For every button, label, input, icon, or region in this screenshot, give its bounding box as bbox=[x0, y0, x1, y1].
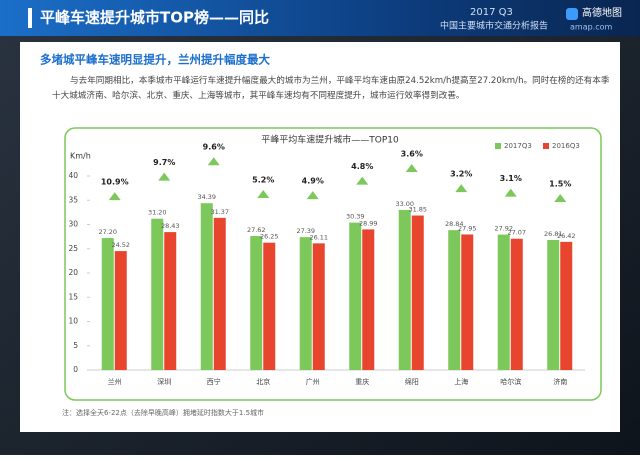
growth-arrow bbox=[356, 176, 369, 185]
value-label: 28.99 bbox=[359, 219, 378, 227]
y-tick-label: 0 bbox=[73, 365, 78, 374]
legend-label: 2017Q3 bbox=[504, 142, 532, 150]
value-label: 27.20 bbox=[98, 228, 117, 236]
x-tick-label: 西宁 bbox=[207, 377, 221, 386]
x-tick-label: 深圳 bbox=[157, 377, 171, 386]
x-tick-label: 绵阳 bbox=[405, 377, 419, 386]
value-label: 30.39 bbox=[346, 213, 365, 221]
growth-arrow bbox=[405, 163, 418, 172]
bar bbox=[213, 217, 226, 370]
paragraph: 与去年同期相比，本季城市平峰运行车速提升幅度最大的城市为兰州，平峰平均车速由原2… bbox=[52, 76, 610, 101]
growth-arrow bbox=[207, 157, 220, 166]
header-bar bbox=[0, 0, 640, 36]
value-label: 31.20 bbox=[148, 209, 167, 217]
y-tick-label: 15 bbox=[68, 292, 78, 301]
headline: 多堵城平峰车速明显提升，兰州提升幅度最大 bbox=[40, 53, 270, 67]
value-label: 27.07 bbox=[507, 229, 526, 237]
value-label: 31.85 bbox=[408, 206, 427, 214]
bar bbox=[263, 242, 276, 370]
growth-label: 5.2% bbox=[252, 176, 274, 185]
growth-label: 9.6% bbox=[203, 143, 225, 152]
note: 注：选择全天6-22点（去除早晚高峰）拥堵延时指数大于1.5城市 bbox=[62, 408, 264, 417]
value-label: 33.00 bbox=[395, 200, 414, 208]
legend-swatch bbox=[495, 143, 501, 149]
y-tick-label: 25 bbox=[68, 244, 78, 253]
bar bbox=[250, 236, 263, 370]
bar bbox=[362, 229, 375, 370]
x-tick-label: 兰州 bbox=[108, 377, 122, 386]
x-tick-label: 上海 bbox=[454, 377, 468, 386]
legend-label: 2016Q3 bbox=[552, 142, 580, 150]
bar bbox=[411, 215, 424, 370]
bar bbox=[398, 209, 411, 370]
report-title: 中国主要城市交通分析报告 bbox=[440, 20, 548, 32]
logo-icon bbox=[566, 8, 578, 20]
growth-arrow bbox=[306, 191, 319, 200]
growth-label: 3.6% bbox=[401, 149, 423, 158]
value-label: 34.39 bbox=[197, 193, 216, 201]
header-marker bbox=[28, 8, 32, 28]
y-tick-label: 30 bbox=[68, 220, 78, 229]
y-axis-label: Km/h bbox=[70, 152, 91, 161]
value-label: 26.25 bbox=[260, 233, 279, 241]
value-label: 28.84 bbox=[445, 220, 464, 228]
bar bbox=[299, 237, 312, 370]
value-label: 27.95 bbox=[458, 224, 477, 232]
bar bbox=[101, 238, 114, 370]
bar bbox=[448, 230, 461, 370]
y-tick-label: 40 bbox=[68, 171, 78, 180]
value-label: 26.42 bbox=[557, 232, 576, 240]
growth-label: 10.9% bbox=[101, 178, 129, 187]
growth-arrow bbox=[504, 188, 517, 197]
period: 2017 Q3 bbox=[470, 7, 513, 18]
bar bbox=[200, 203, 213, 370]
value-label: 31.37 bbox=[210, 208, 229, 216]
growth-arrow bbox=[257, 190, 270, 199]
bar bbox=[497, 234, 510, 370]
growth-label: 3.1% bbox=[500, 174, 522, 183]
x-tick-label: 重庆 bbox=[355, 377, 369, 386]
value-label: 27.39 bbox=[296, 227, 315, 235]
y-tick-label: 20 bbox=[68, 268, 78, 277]
header-title: 平峰车速提升城市TOP榜——同比 bbox=[40, 9, 269, 27]
growth-label: 4.8% bbox=[351, 162, 373, 171]
growth-label: 9.7% bbox=[153, 158, 175, 167]
chart-title: 平峰平均车速提升城市——TOP10 bbox=[261, 134, 399, 146]
growth-arrow bbox=[554, 193, 567, 202]
growth-label: 4.9% bbox=[302, 177, 324, 186]
paragraph-box: 与去年同期相比，本季城市平峰运行车速提升幅度最大的城市为兰州，平峰平均车速由原2… bbox=[52, 76, 610, 101]
value-label: 24.52 bbox=[111, 241, 130, 249]
x-tick-label: 哈尔滨 bbox=[500, 377, 521, 386]
value-label: 27.92 bbox=[494, 225, 513, 233]
y-tick-label: 10 bbox=[68, 317, 78, 326]
site: amap.com bbox=[570, 23, 613, 32]
bar bbox=[560, 241, 573, 370]
bar bbox=[349, 222, 362, 370]
growth-arrow bbox=[455, 184, 468, 193]
growth-arrow bbox=[158, 172, 171, 181]
bar bbox=[164, 232, 177, 370]
growth-arrow bbox=[108, 192, 121, 201]
value-label: 27.62 bbox=[247, 226, 266, 234]
bar bbox=[510, 238, 523, 370]
y-tick-label: 5 bbox=[73, 341, 78, 350]
value-label: 26.11 bbox=[309, 233, 328, 241]
bar bbox=[114, 251, 127, 370]
bar bbox=[151, 218, 164, 370]
x-tick-label: 广州 bbox=[306, 377, 320, 386]
x-tick-label: 济南 bbox=[553, 377, 567, 386]
growth-label: 1.5% bbox=[549, 179, 571, 188]
growth-label: 3.2% bbox=[450, 170, 472, 179]
bar bbox=[461, 234, 474, 370]
x-tick-label: 北京 bbox=[256, 377, 270, 386]
logo: 高德地图 bbox=[582, 6, 622, 19]
legend-swatch bbox=[543, 143, 549, 149]
bar bbox=[312, 243, 325, 370]
value-label: 28.43 bbox=[161, 222, 180, 230]
value-label: 26.81 bbox=[544, 230, 563, 238]
bar bbox=[547, 239, 560, 370]
y-tick-label: 35 bbox=[68, 195, 78, 204]
